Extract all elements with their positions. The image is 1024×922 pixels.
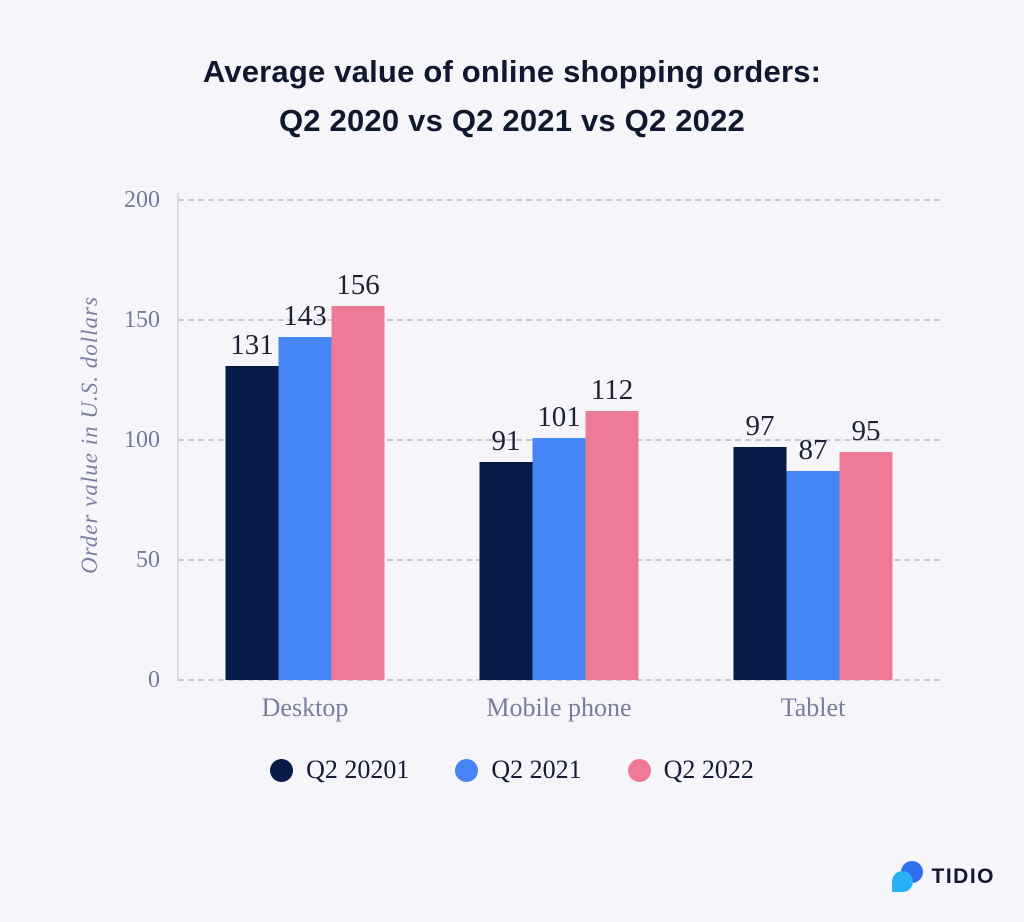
bar-value-label: 112 (590, 374, 634, 407)
bar-value-label: 97 (745, 410, 775, 443)
chart-title-line1: Average value of online shopping orders: (202, 54, 822, 89)
chart-title-line2: Q2 2020 vs Q2 2021 vs Q2 2022 (278, 103, 745, 138)
bar-row: 91 101 112 (479, 374, 639, 680)
x-axis-category-label-desktop: Desktop (261, 693, 349, 722)
bar-tablet-q2-2022: 95 (839, 415, 893, 680)
bar-desktop-q2-2022: 156 (331, 269, 385, 680)
bar-value-label: 91 (491, 424, 521, 457)
bar-tablet-q2-2021: 87 (786, 434, 840, 680)
y-axis-tick-label: 0 (148, 667, 160, 693)
legend-item-q2-2022: Q2 2022 (627, 755, 754, 785)
tidio-logo-text: TIDIO (931, 864, 995, 888)
bar-row: 97 87 95 (733, 410, 893, 680)
bar-value-label: 87 (798, 434, 828, 467)
x-axis-category-label-tablet: Tablet (780, 693, 846, 722)
legend-swatch-icon (627, 758, 651, 782)
y-axis-tick-label: 50 (136, 547, 160, 573)
tidio-logo: TIDIO (891, 861, 996, 892)
bar-value-label: 101 (537, 400, 581, 433)
bar-desktop-q2-2021: 143 (278, 300, 332, 680)
bar-desktop-q2-20201: 131 (225, 329, 279, 680)
bar-tablet-q2-20201: 97 (733, 410, 787, 680)
legend-item-label: Q2 2021 (491, 755, 582, 784)
chart-title: Average value of online shopping orders:… (0, 47, 1024, 145)
bar-mobile-phone-q2-2021: 101 (532, 401, 586, 680)
legend: Q2 20201 Q2 2021 Q2 2022 (0, 755, 1024, 785)
legend-item-q2-20201: Q2 20201 (270, 755, 409, 785)
gridline-y-200 (178, 199, 940, 201)
y-axis-tick-label: 100 (124, 427, 160, 453)
plot-area: 0 50 100 150 200 131 143 156 91 101 112 97 87 95 (124, 187, 940, 693)
legend-swatch-icon (270, 758, 294, 782)
bar-mobile-phone-q2-20201: 91 (479, 425, 533, 680)
tidio-chat-bubble-icon (891, 861, 923, 892)
x-axis-labels: Desktop Mobile phone Tablet (178, 693, 940, 723)
bar-group-mobile-phone: 91 101 112 (432, 200, 686, 680)
bar-value-label: 156 (336, 268, 380, 301)
bar-group-desktop: 131 143 156 (178, 200, 432, 680)
chat-bubble-light-tail (891, 871, 913, 892)
y-axis-tick-label: 200 (124, 187, 160, 213)
bar-mobile-phone-q2-2022: 112 (585, 374, 639, 680)
legend-swatch-icon (455, 758, 479, 782)
bar-value-label: 143 (283, 299, 327, 332)
gridline-y-150 (178, 319, 940, 321)
bar-value-label: 131 (230, 328, 274, 361)
y-axis-line (177, 193, 179, 681)
legend-item-label: Q2 20201 (306, 755, 410, 784)
x-axis-category-label-mobile-phone: Mobile phone (486, 693, 632, 722)
y-axis-tick-label: 150 (124, 307, 160, 333)
gridline-y-0 (178, 679, 940, 681)
bar-row: 131 143 156 (225, 269, 385, 680)
bar-value-label: 95 (851, 415, 881, 447)
legend-item-label: Q2 2022 (663, 755, 754, 784)
legend-item-q2-2021: Q2 2021 (455, 755, 582, 785)
bar-group-tablet: 97 87 95 (686, 200, 940, 680)
